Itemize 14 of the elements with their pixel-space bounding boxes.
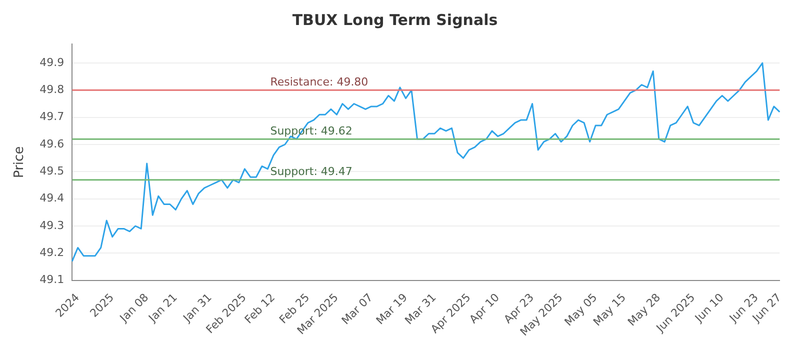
y-tick-label: 49.6 <box>40 137 64 150</box>
y-tick-label: 49.1 <box>40 273 64 286</box>
chart-title: TBUX Long Term Signals <box>292 10 498 29</box>
y-tick-label: 49.2 <box>40 246 64 260</box>
y-axis-title: Price <box>12 146 28 178</box>
x-tick-label: Mar 07 <box>339 290 376 328</box>
ref-line-label: Resistance: 49.80 <box>270 76 368 89</box>
y-tick-label: 49.5 <box>40 164 64 178</box>
y-tick-label: 49.7 <box>40 110 64 124</box>
y-tick-label: 49.8 <box>40 83 64 96</box>
y-tick-label: 49.3 <box>40 218 64 232</box>
y-tick-label: 49.4 <box>40 192 64 205</box>
y-tick-label: 49.9 <box>40 56 64 69</box>
ref-line-label: Support: 49.47 <box>270 165 352 178</box>
